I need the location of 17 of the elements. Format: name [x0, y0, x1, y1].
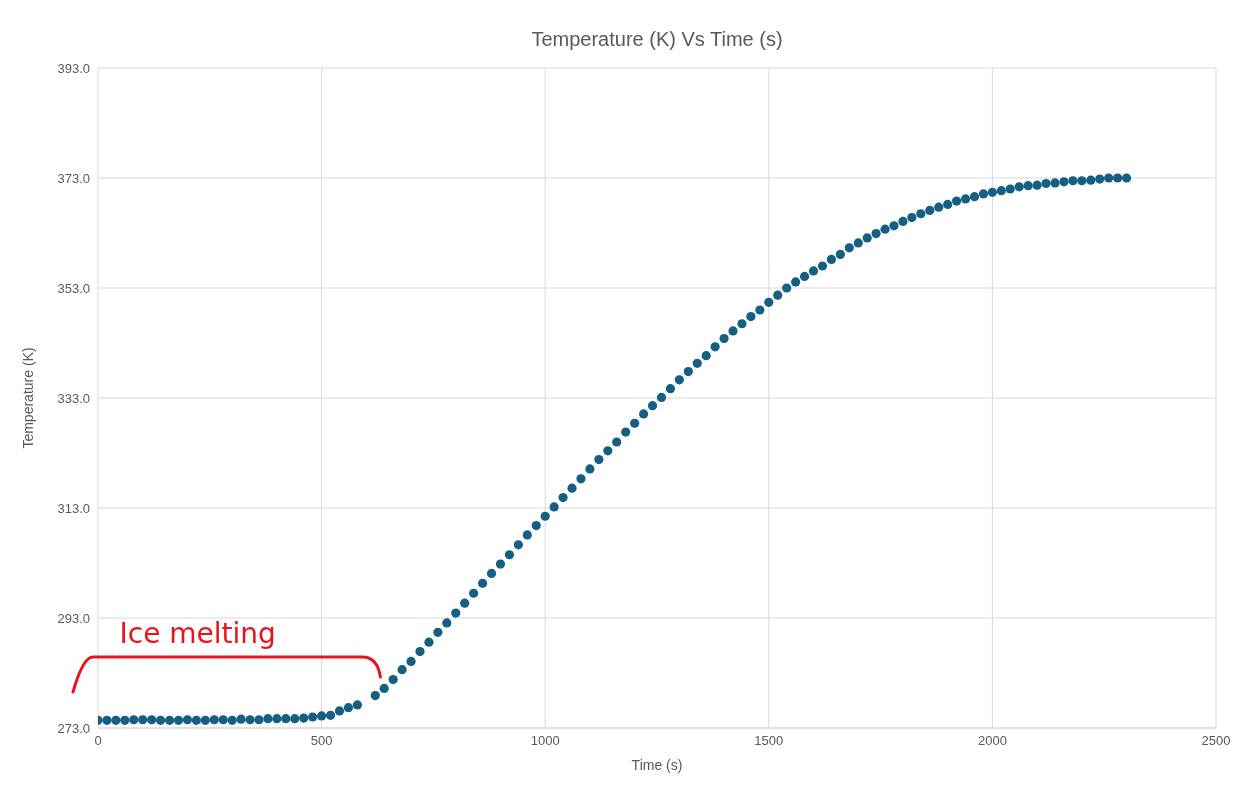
x-tick-label: 2500 [1201, 733, 1231, 749]
x-tick-label: 2000 [977, 733, 1007, 749]
chart-title: Temperature (K) Vs Time (s) [530, 28, 784, 51]
x-axis-title: Time (s) [631, 757, 683, 773]
y-axis-title: Temperature (K) [19, 347, 36, 449]
annotation: Ice melting [119, 617, 276, 650]
y-tick-label: 333.0 [57, 390, 90, 406]
x-tick-label: 1500 [754, 733, 784, 749]
y-tick-label: 373.0 [57, 170, 90, 186]
y-tick-label: 273.0 [57, 720, 90, 736]
x-tick-label: 1000 [530, 733, 560, 749]
x-tick-label: 0 [94, 733, 102, 749]
y-tick-label: 313.0 [57, 500, 90, 516]
y-tick-label: 293.0 [57, 610, 90, 626]
y-tick-label: 353.0 [57, 280, 90, 296]
y-tick-label: 393.0 [57, 60, 90, 76]
x-tick-label: 500 [310, 733, 333, 749]
